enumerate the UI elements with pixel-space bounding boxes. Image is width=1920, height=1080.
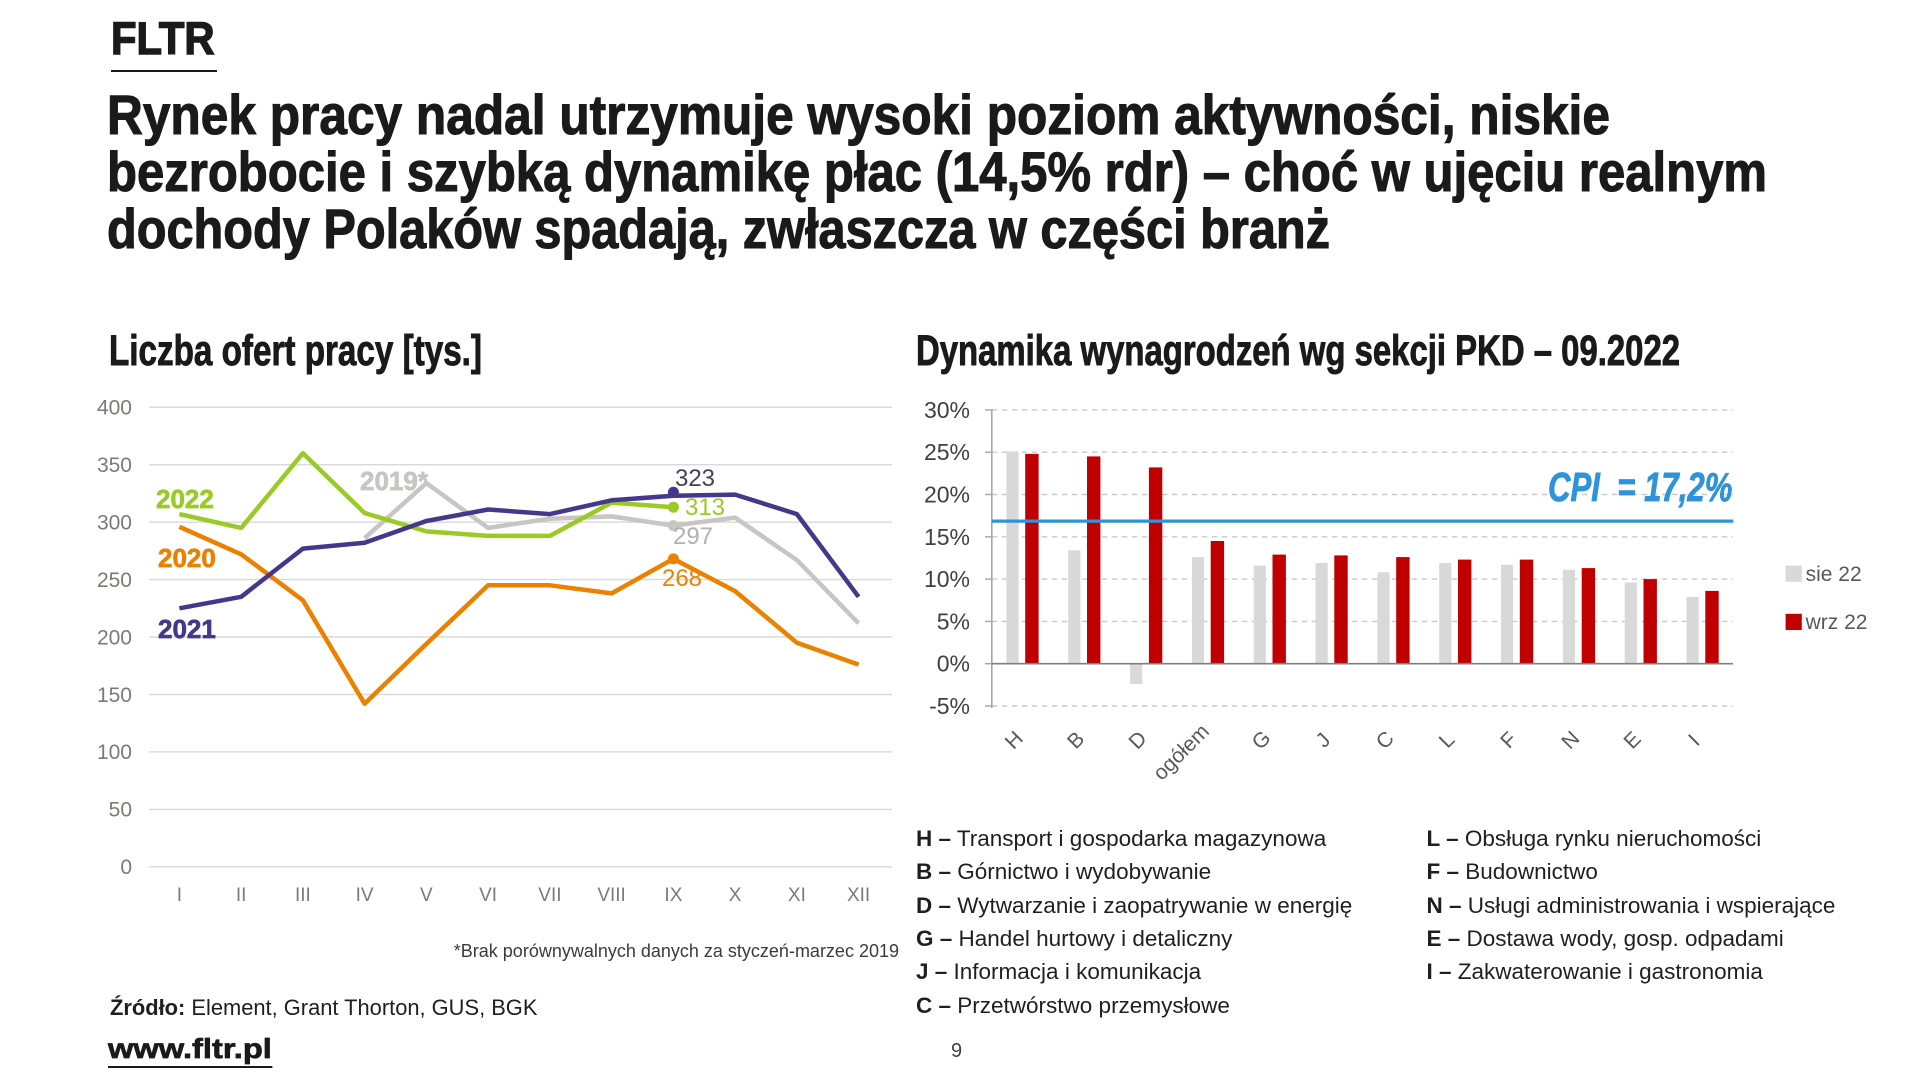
- svg-text:H: H: [1001, 727, 1028, 754]
- svg-text:2019*: 2019*: [360, 466, 429, 496]
- svg-text:15%: 15%: [924, 524, 970, 550]
- svg-text:400: 400: [97, 397, 132, 420]
- svg-text:N: N: [1557, 727, 1584, 754]
- svg-text:IV: IV: [356, 885, 374, 906]
- svg-text:30%: 30%: [924, 397, 970, 423]
- svg-text:10%: 10%: [924, 566, 970, 592]
- svg-text:150: 150: [97, 684, 132, 707]
- svg-text:*Brak porównywalnych danych za: *Brak porównywalnych danych za styczeń-m…: [454, 941, 899, 961]
- svg-text:F: F: [1496, 728, 1521, 753]
- svg-text:X: X: [729, 885, 742, 906]
- svg-text:350: 350: [97, 454, 132, 477]
- svg-text:20%: 20%: [924, 482, 970, 508]
- svg-text:II: II: [236, 885, 247, 906]
- svg-text:sie 22: sie 22: [1806, 563, 1862, 586]
- svg-text:V: V: [420, 885, 433, 906]
- svg-text:L: L: [1435, 728, 1460, 753]
- svg-text:2022: 2022: [156, 484, 214, 514]
- svg-text:I: I: [1684, 730, 1704, 750]
- svg-text:5%: 5%: [937, 608, 970, 634]
- svg-text:300: 300: [97, 512, 132, 535]
- svg-text:323: 323: [675, 465, 715, 492]
- svg-text:50: 50: [109, 799, 132, 822]
- svg-text:VII: VII: [538, 885, 561, 906]
- svg-text:297: 297: [673, 523, 713, 550]
- svg-text:IX: IX: [664, 885, 682, 906]
- svg-text:ogółem: ogółem: [1149, 720, 1214, 785]
- svg-text:G: G: [1248, 726, 1276, 754]
- svg-text:200: 200: [97, 626, 132, 649]
- svg-text:25%: 25%: [924, 439, 970, 465]
- svg-text:J: J: [1312, 729, 1336, 753]
- svg-text:2021: 2021: [158, 614, 216, 644]
- svg-text:268: 268: [662, 565, 702, 592]
- svg-text:313: 313: [685, 494, 725, 521]
- svg-text:0: 0: [120, 856, 132, 879]
- svg-text:0%: 0%: [937, 651, 970, 677]
- svg-text:VIII: VIII: [597, 885, 626, 906]
- svg-text:2020: 2020: [158, 543, 216, 573]
- svg-text:E: E: [1620, 727, 1646, 753]
- svg-text:wrz 22: wrz 22: [1805, 611, 1868, 634]
- svg-text:VI: VI: [479, 885, 497, 906]
- svg-text:XII: XII: [847, 885, 870, 906]
- svg-text:B: B: [1063, 727, 1089, 753]
- svg-text:XI: XI: [788, 885, 806, 906]
- svg-text:III: III: [295, 885, 311, 906]
- svg-text:-5%: -5%: [929, 693, 970, 719]
- svg-text:I: I: [177, 885, 182, 906]
- svg-text:250: 250: [97, 569, 132, 592]
- svg-text:100: 100: [97, 741, 132, 764]
- svg-text:D: D: [1125, 727, 1152, 754]
- svg-text:C: C: [1372, 727, 1399, 754]
